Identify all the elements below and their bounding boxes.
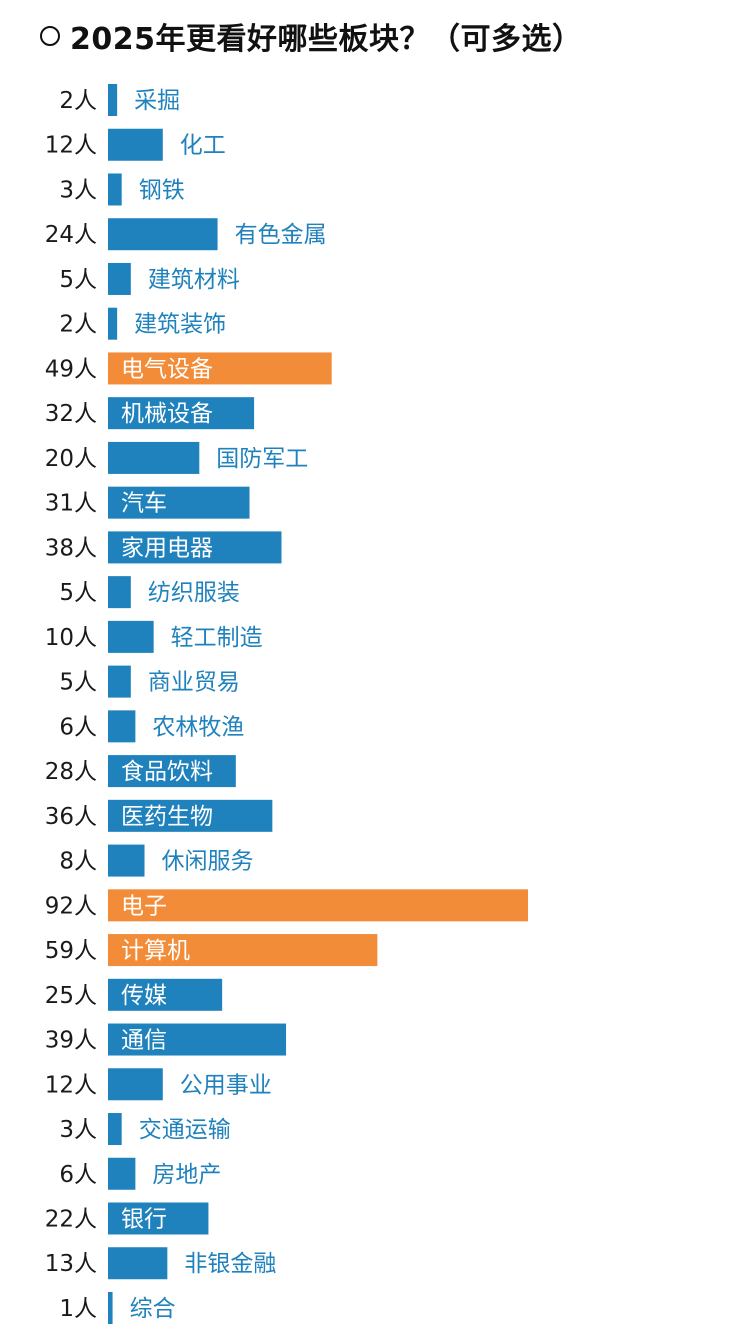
count-label: 13人 [45,1251,97,1277]
bar [108,531,282,564]
category-label: 钢铁 [139,177,185,203]
bar [108,441,200,474]
bar [108,1247,168,1280]
category-label: 家用电器 [121,535,213,561]
count-label: 6人 [59,1162,97,1188]
count-label: 22人 [45,1207,97,1233]
bar [108,620,154,653]
count-label: 1人 [59,1296,97,1322]
count-label: 2人 [59,88,97,114]
bar [108,1291,113,1324]
chart-title: 2025年更看好哪些板块？（可多选） [40,14,583,58]
category-label: 电气设备 [121,356,213,382]
category-label: 房地产 [152,1162,221,1188]
count-label: 31人 [45,491,97,517]
count-label: 92人 [45,893,97,919]
count-label: 12人 [45,133,97,159]
bar [108,755,236,788]
bar [108,352,332,385]
count-label: 25人 [45,983,97,1009]
count-label: 24人 [45,222,97,248]
category-label: 非银金融 [184,1251,276,1277]
category-label: 计算机 [121,938,190,964]
category-label: 传媒 [121,983,167,1009]
bar [108,173,122,206]
radio-circle-icon [40,26,60,46]
category-label: 轻工制造 [171,625,263,651]
title-text: 2025年更看好哪些板块？（可多选） [70,22,583,57]
count-label: 20人 [45,446,97,472]
category-label: 建筑装饰 [134,312,226,338]
category-label: 公用事业 [180,1072,272,1098]
bar [108,844,145,877]
category-label: 通信 [121,1028,167,1054]
bar [108,710,136,743]
bar [108,486,250,519]
count-label: 5人 [59,670,97,696]
count-label: 49人 [45,356,97,382]
category-label: 建筑材料 [148,267,240,293]
count-label: 2人 [59,312,97,338]
bar [108,262,131,295]
category-label: 机械设备 [121,401,213,427]
category-label: 综合 [130,1296,176,1322]
bar [108,934,378,967]
category-label: 纺织服装 [148,580,240,606]
count-label: 59人 [45,938,97,964]
count-label: 6人 [59,714,97,740]
bar [108,84,118,116]
category-label: 医药生物 [121,804,213,830]
bar [108,889,528,922]
bar [108,978,223,1011]
category-label: 化工 [180,133,226,159]
count-label: 12人 [45,1072,97,1098]
category-label: 商业贸易 [148,670,240,696]
category-label: 国防军工 [216,446,308,472]
count-label: 3人 [59,177,97,203]
bar [108,665,131,698]
category-label: 银行 [121,1207,167,1233]
bar [108,1023,287,1056]
bar [108,397,255,430]
count-label: 39人 [45,1028,97,1054]
bar [108,576,131,609]
bar [108,307,118,340]
count-label: 8人 [59,849,97,875]
count-label: 3人 [59,1117,97,1143]
count-label: 28人 [45,759,97,785]
bar [108,128,163,161]
category-label: 食品饮料 [121,759,213,785]
count-label: 10人 [45,625,97,651]
count-label: 38人 [45,535,97,561]
category-label: 电子 [121,893,167,919]
count-label: 36人 [45,804,97,830]
bar [108,1202,209,1235]
bar [108,218,218,251]
bar [108,1157,136,1190]
bar [108,1068,163,1101]
bar [108,1113,122,1146]
category-label: 休闲服务 [162,849,254,875]
count-label: 32人 [45,401,97,427]
bar [108,799,273,832]
count-label: 5人 [59,267,97,293]
category-label: 汽车 [121,491,167,517]
category-label: 采掘 [134,88,180,114]
count-label: 5人 [59,580,97,606]
category-label: 有色金属 [235,222,327,248]
category-label: 农林牧渔 [152,714,244,740]
category-label: 交通运输 [139,1117,231,1143]
